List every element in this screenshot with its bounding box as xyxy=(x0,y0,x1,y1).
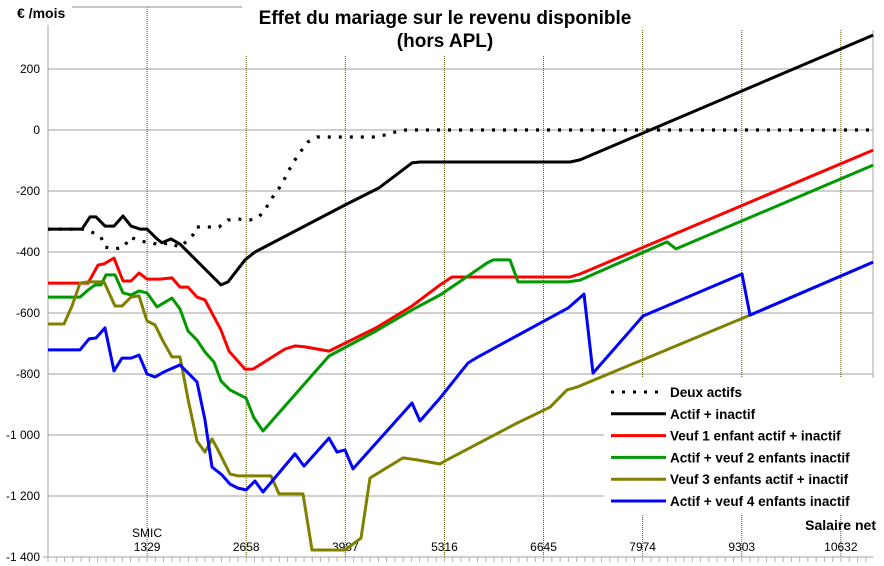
series-line-veuf-1-enfant-actif-inactif xyxy=(48,148,874,371)
legend-label: Deux actifs xyxy=(670,385,742,400)
y-tick-label: -200 xyxy=(16,184,40,198)
y-tick-label: 0 xyxy=(33,123,40,137)
series-lines xyxy=(48,33,874,552)
chart-subtitle: (hors APL) xyxy=(397,31,493,52)
legend-box xyxy=(606,379,874,514)
x-axis-label: Salaire net xyxy=(805,517,876,533)
y-tick-label: -1 400 xyxy=(6,550,40,564)
legend-label: Veuf 1 enfant actif + inactif xyxy=(670,429,841,444)
legend-label: Veuf 3 enfants actif + inactif xyxy=(670,472,849,487)
chart-title: Effet du mariage sur le revenu disponibl… xyxy=(259,8,632,29)
smic-label: SMIC xyxy=(132,526,162,540)
x-tick-label: 7974 xyxy=(629,540,656,554)
x-tick-label: 1329 xyxy=(134,540,161,554)
series-line-actif-veuf-2-enfants-inactif xyxy=(48,163,874,433)
x-tick-label: 2658 xyxy=(233,540,260,554)
y-tick-label: -1 000 xyxy=(6,428,40,442)
legend-label: Actif + inactif xyxy=(670,407,756,422)
x-tick-label: 5316 xyxy=(431,540,458,554)
y-axis-label: € /mois xyxy=(17,5,65,21)
legend-label: Actif + veuf 4 enfants inactif xyxy=(670,494,850,509)
y-tick-label: -400 xyxy=(16,245,40,259)
series-line-veuf-3-enfants-actif-inactif xyxy=(48,260,874,552)
x-tick-label: 9303 xyxy=(728,540,755,554)
axes: 200 0 -200 -400 -600 -800 -1 000 -1 200 -1 400 13… xyxy=(6,6,874,564)
y-tick-label: -600 xyxy=(16,306,40,320)
legend: Deux actifs Actif + inactif Veuf 1 enfant … xyxy=(606,379,874,514)
x-tick-label: 10632 xyxy=(824,540,858,554)
series-line-deux-actifs xyxy=(48,128,874,251)
series-line-actif-inactif xyxy=(48,33,874,287)
x-tick-label: 6645 xyxy=(530,540,557,554)
legend-label: Actif + veuf 2 enfants inactif xyxy=(670,450,850,465)
y-tick-label: -800 xyxy=(16,367,40,381)
y-tick-label: -1 200 xyxy=(6,489,40,503)
series-line-actif-veuf-4-enfants-inactif xyxy=(48,260,874,494)
y-tick-label: 200 xyxy=(20,62,40,76)
